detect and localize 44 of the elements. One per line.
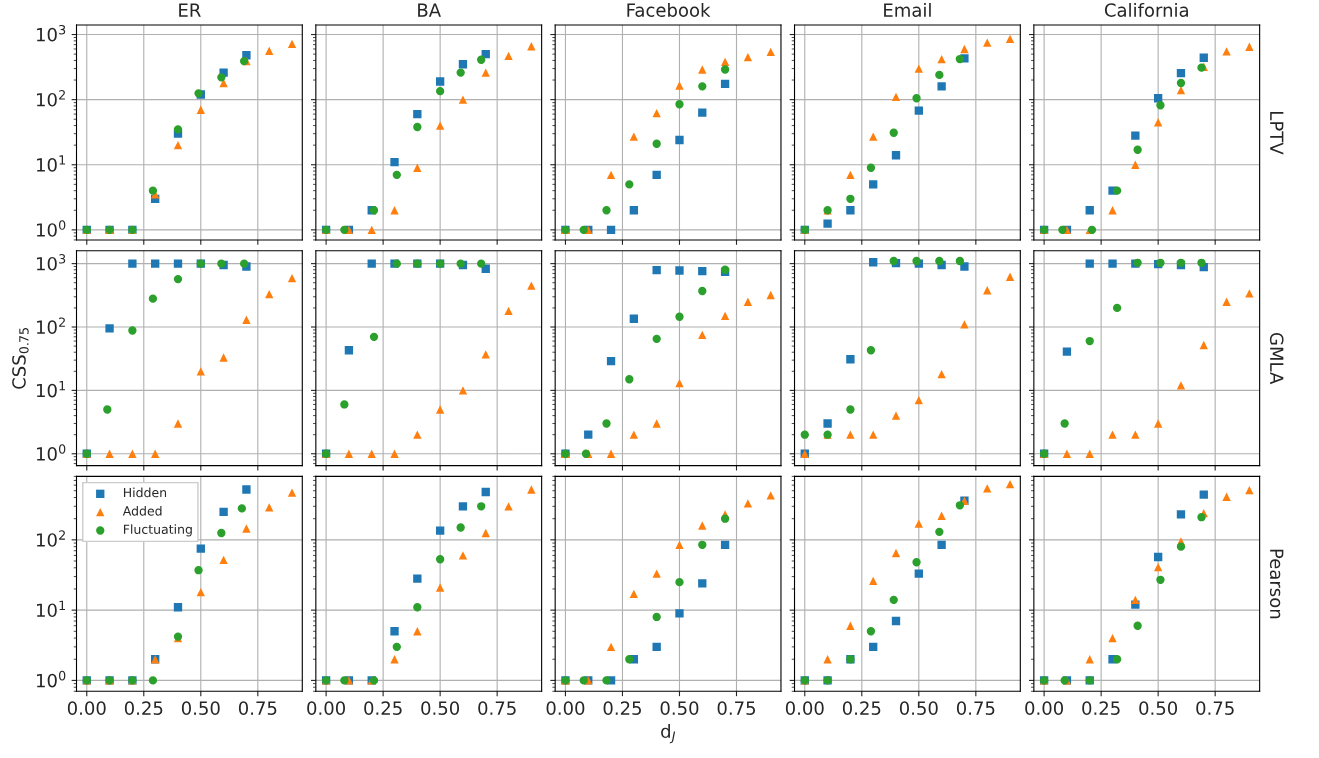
y-tick-label: 10$^{0}$: [36, 220, 66, 237]
x-tick-label: 0.00: [307, 701, 346, 715]
x-tick-label: 0.75: [238, 701, 277, 715]
y-tick-label: 10$^{0}$: [36, 444, 66, 461]
x-tick-label: 0.00: [546, 701, 585, 715]
x-tick-label: 0.75: [1196, 701, 1234, 715]
x-tick-label: 0.75: [956, 701, 995, 715]
text: LPTV: [1270, 112, 1284, 155]
x-tick-label: 0.75: [717, 701, 756, 715]
legend-label: Fluctuating: [123, 524, 192, 537]
chart-title: Facebook: [627, 2, 711, 17]
y-tick-label: 10$^{1}$: [36, 600, 66, 618]
x-tick-label: 0.00: [67, 701, 106, 715]
y-tick-label: 10$^{3}$: [36, 24, 66, 42]
x-tick-label: 0.25: [364, 701, 402, 715]
text: GMLA: [1269, 332, 1284, 385]
x-tick-label: 0.00: [785, 701, 824, 715]
y-tick-label: 10$^{0}$: [36, 670, 66, 688]
x-tick-label: 0.50: [899, 701, 938, 715]
x-tick-label: 0.50: [181, 701, 220, 715]
y-axis-title: CSS$_{0.75}$: [12, 328, 29, 389]
y-tick-label: 10$^{2}$: [36, 90, 65, 107]
y-tick-label: 10$^{2}$: [36, 530, 65, 547]
legend-label: Hidden: [123, 487, 167, 498]
x-tick-label: 0.50: [1139, 701, 1178, 715]
legend-label: Added: [122, 505, 162, 516]
x-tick-label: 0.75: [478, 701, 516, 715]
x-tick-label: 0.50: [660, 701, 699, 715]
chart-title: ER: [179, 3, 201, 17]
y-tick-label: 10$^{2}$: [36, 317, 65, 334]
chart-title: BA: [418, 3, 441, 17]
x-tick-label: 0.25: [124, 701, 163, 715]
x-tick-label: 0.25: [842, 701, 881, 715]
x-axis-title: d$_{J}$: [661, 724, 676, 744]
x-tick-label: 0.25: [603, 701, 641, 715]
chart-title: California: [1104, 2, 1188, 17]
x-tick-label: 0.25: [1082, 701, 1120, 715]
y-tick-label: 10$^{3}$: [36, 254, 66, 271]
chart-title: Email: [884, 2, 931, 17]
text: Pearson: [1269, 549, 1284, 619]
x-tick-label: 0.50: [421, 701, 460, 715]
y-tick-label: 10$^{1}$: [36, 155, 66, 172]
x-tick-label: 0.00: [1025, 701, 1064, 715]
y-tick-label: 10$^{1}$: [36, 380, 66, 398]
